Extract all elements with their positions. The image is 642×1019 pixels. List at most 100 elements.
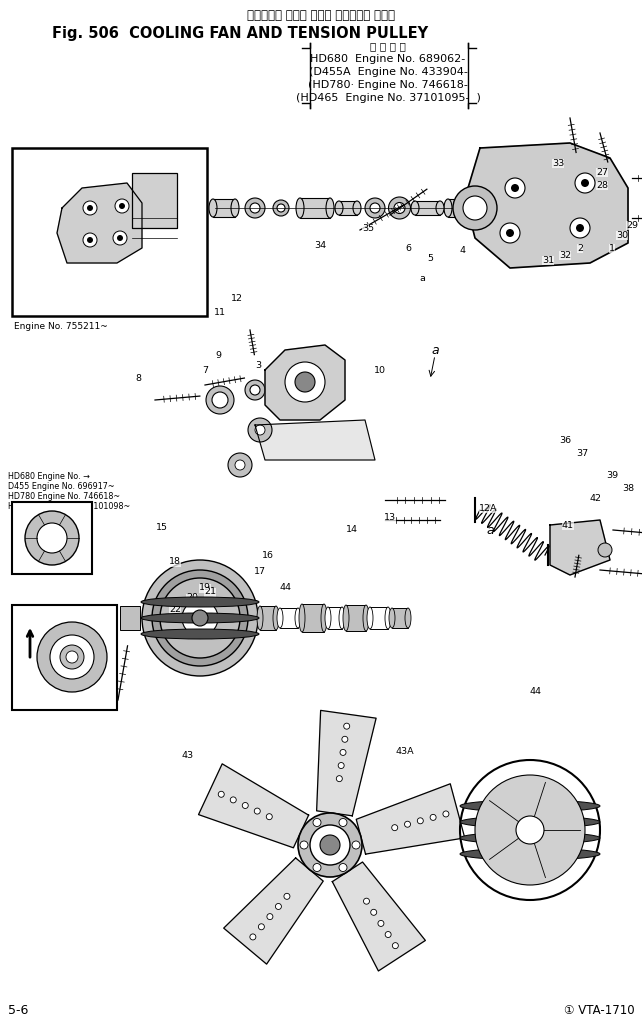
Ellipse shape bbox=[411, 201, 419, 215]
Ellipse shape bbox=[295, 608, 301, 628]
Text: 34: 34 bbox=[314, 240, 326, 250]
Bar bbox=[448, 199, 470, 217]
Polygon shape bbox=[255, 420, 375, 460]
Circle shape bbox=[50, 635, 94, 679]
Text: 23: 23 bbox=[42, 663, 54, 673]
Polygon shape bbox=[57, 183, 142, 263]
Circle shape bbox=[453, 186, 497, 230]
Text: 1B: 1B bbox=[52, 187, 64, 197]
Bar bbox=[415, 201, 440, 215]
Circle shape bbox=[295, 372, 315, 392]
Text: 30: 30 bbox=[616, 230, 628, 239]
Bar bbox=[260, 606, 276, 630]
Circle shape bbox=[267, 914, 273, 919]
Text: 47: 47 bbox=[74, 273, 86, 282]
Ellipse shape bbox=[389, 608, 395, 628]
Circle shape bbox=[212, 392, 228, 408]
Circle shape bbox=[365, 198, 385, 218]
Text: 38: 38 bbox=[622, 483, 634, 492]
Circle shape bbox=[142, 560, 258, 676]
Text: 35: 35 bbox=[362, 223, 374, 232]
Circle shape bbox=[277, 204, 285, 212]
Text: 27: 27 bbox=[596, 167, 608, 176]
Bar bbox=[132, 173, 177, 228]
Text: a: a bbox=[486, 524, 494, 536]
Circle shape bbox=[37, 622, 107, 692]
Bar bbox=[12, 148, 207, 316]
Circle shape bbox=[250, 203, 260, 213]
Text: 6: 6 bbox=[405, 244, 411, 253]
Bar bbox=[328, 607, 342, 629]
Text: 1: 1 bbox=[609, 244, 615, 253]
Polygon shape bbox=[198, 764, 309, 848]
Circle shape bbox=[417, 818, 423, 823]
Circle shape bbox=[192, 610, 208, 626]
Text: 21: 21 bbox=[204, 588, 216, 596]
Circle shape bbox=[505, 178, 525, 198]
Text: 37: 37 bbox=[576, 448, 588, 458]
Circle shape bbox=[342, 737, 348, 742]
Circle shape bbox=[339, 863, 347, 871]
Circle shape bbox=[273, 200, 289, 216]
Polygon shape bbox=[265, 345, 345, 420]
Circle shape bbox=[310, 825, 350, 865]
Circle shape bbox=[254, 808, 260, 814]
Circle shape bbox=[245, 380, 265, 400]
Bar bbox=[302, 604, 324, 632]
Circle shape bbox=[338, 762, 344, 768]
Circle shape bbox=[394, 203, 405, 214]
Text: 12A: 12A bbox=[479, 503, 498, 513]
Circle shape bbox=[250, 934, 256, 940]
Circle shape bbox=[228, 453, 252, 477]
Circle shape bbox=[119, 203, 125, 209]
Circle shape bbox=[339, 818, 347, 826]
Circle shape bbox=[475, 775, 585, 884]
Polygon shape bbox=[356, 784, 465, 854]
Circle shape bbox=[392, 824, 397, 830]
Text: 42: 42 bbox=[589, 493, 601, 502]
Polygon shape bbox=[550, 520, 610, 575]
Circle shape bbox=[313, 863, 321, 871]
Bar bbox=[392, 608, 408, 628]
Ellipse shape bbox=[326, 198, 334, 218]
Circle shape bbox=[284, 894, 290, 900]
Text: 31: 31 bbox=[542, 256, 554, 265]
Text: HD465 Engine No. 37101098~: HD465 Engine No. 37101098~ bbox=[8, 501, 130, 511]
Text: 15: 15 bbox=[156, 524, 168, 533]
Circle shape bbox=[392, 943, 398, 949]
Text: 33: 33 bbox=[552, 159, 564, 167]
Text: 2: 2 bbox=[577, 244, 583, 253]
Text: (D455A  Engine No. 433904-: (D455A Engine No. 433904- bbox=[309, 67, 467, 77]
Circle shape bbox=[598, 543, 612, 557]
Bar bbox=[280, 608, 298, 628]
Ellipse shape bbox=[141, 597, 259, 607]
Text: 3: 3 bbox=[255, 361, 261, 370]
Circle shape bbox=[511, 184, 519, 192]
Text: HD680  Engine No. 689062-: HD680 Engine No. 689062- bbox=[310, 54, 465, 64]
Circle shape bbox=[218, 792, 224, 797]
Bar bbox=[120, 606, 140, 630]
Ellipse shape bbox=[367, 607, 373, 629]
Ellipse shape bbox=[343, 605, 349, 631]
Circle shape bbox=[230, 797, 236, 803]
Circle shape bbox=[113, 231, 127, 245]
Text: 41: 41 bbox=[562, 521, 574, 530]
Ellipse shape bbox=[141, 613, 259, 623]
Text: 4: 4 bbox=[459, 246, 465, 255]
Circle shape bbox=[275, 904, 281, 910]
Text: 1A: 1A bbox=[59, 215, 71, 224]
Circle shape bbox=[370, 909, 377, 915]
Ellipse shape bbox=[273, 606, 279, 630]
Text: クーリング ファン および テンション プーリ: クーリング ファン および テンション プーリ bbox=[247, 8, 395, 21]
Circle shape bbox=[87, 237, 93, 243]
Circle shape bbox=[117, 235, 123, 242]
Circle shape bbox=[460, 760, 600, 900]
Text: 22: 22 bbox=[169, 605, 181, 614]
Ellipse shape bbox=[460, 800, 600, 812]
Ellipse shape bbox=[460, 832, 600, 844]
Text: 9: 9 bbox=[215, 351, 221, 360]
Text: 43: 43 bbox=[182, 751, 194, 759]
Circle shape bbox=[83, 233, 97, 247]
Circle shape bbox=[500, 223, 520, 243]
Text: 20: 20 bbox=[186, 593, 198, 602]
